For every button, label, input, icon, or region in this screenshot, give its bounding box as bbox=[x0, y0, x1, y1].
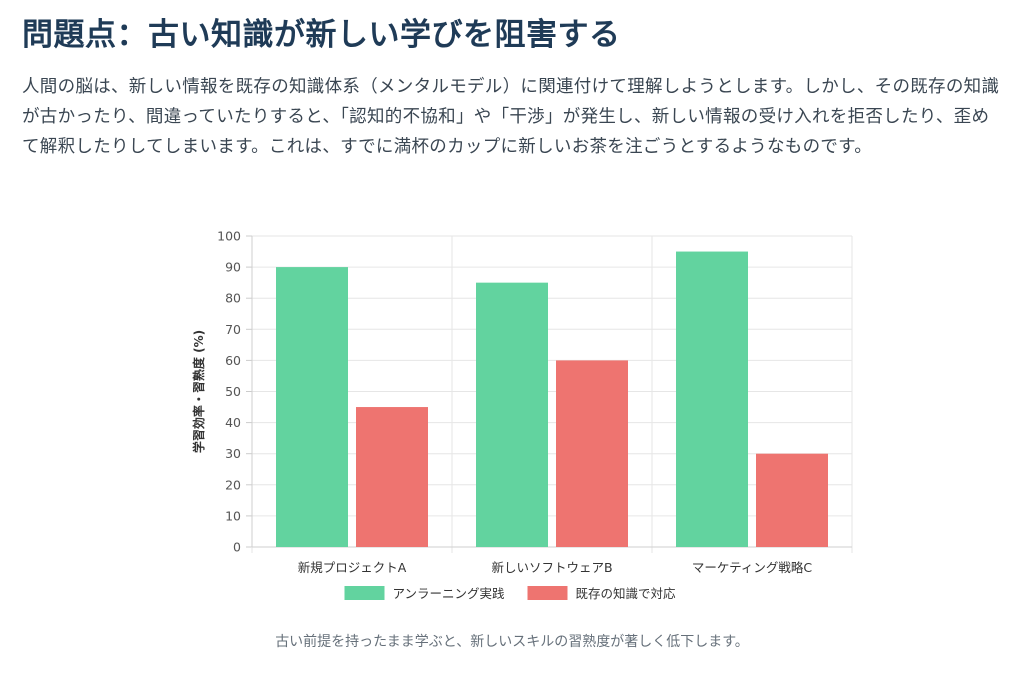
page-title: 問題点：古い知識が新しい学びを阻害する bbox=[22, 17, 621, 53]
bar-existing-knowledge bbox=[756, 453, 828, 547]
y-tick-label: 10 bbox=[225, 508, 241, 523]
legend-label: 既存の知識で対応 bbox=[576, 586, 677, 601]
legend-swatch bbox=[527, 586, 568, 600]
y-tick-label: 80 bbox=[225, 291, 241, 306]
bar-unlearning bbox=[276, 267, 348, 547]
bar-existing-knowledge bbox=[356, 407, 428, 547]
y-tick-label: 40 bbox=[225, 415, 241, 430]
y-tick-label: 30 bbox=[225, 446, 241, 461]
y-tick-label: 20 bbox=[225, 477, 241, 492]
y-tick-label: 60 bbox=[225, 353, 241, 368]
bar-chart: 0 10 20 30 40 50 60 70 80 90 100 新規プロジェクトA 新しいソフトウェア… bbox=[191, 229, 853, 601]
x-tick-label: マーケティング戦略C bbox=[692, 560, 813, 575]
bar-unlearning bbox=[676, 251, 748, 548]
bar-unlearning bbox=[476, 282, 548, 547]
bar-existing-knowledge bbox=[556, 360, 628, 547]
chart-caption: 古い前提を持ったまま学ぶと、新しいスキルの習熟度が著しく低下します。 bbox=[275, 634, 749, 650]
y-tick-label: 0 bbox=[233, 540, 241, 555]
x-tick-label: 新しいソフトウェアB bbox=[491, 560, 612, 575]
y-tick-label: 70 bbox=[225, 322, 241, 337]
legend-label: アンラーニング実践 bbox=[393, 586, 506, 601]
x-tick-label: 新規プロジェクトA bbox=[298, 560, 407, 575]
y-tick-label: 90 bbox=[225, 260, 241, 275]
y-tick-label: 100 bbox=[217, 229, 241, 244]
y-tick-label: 50 bbox=[225, 384, 241, 399]
y-axis-title: 学習効率・習熟度 (%) bbox=[191, 330, 206, 453]
chart-container: 0 10 20 30 40 50 60 70 80 90 100 新規プロジェクトA 新しいソフトウェア… bbox=[0, 222, 1024, 620]
body-paragraph: 人間の脳は、新しい情報を既存の知識体系（メンタルモデル）に関連付けて理解しようと… bbox=[22, 77, 1000, 157]
legend-swatch bbox=[344, 586, 385, 600]
page-content: 問題点：古い知識が新しい学びを阻害する 人間の脳は、新しい情報を既存の知識体系（… bbox=[22, 12, 1007, 162]
